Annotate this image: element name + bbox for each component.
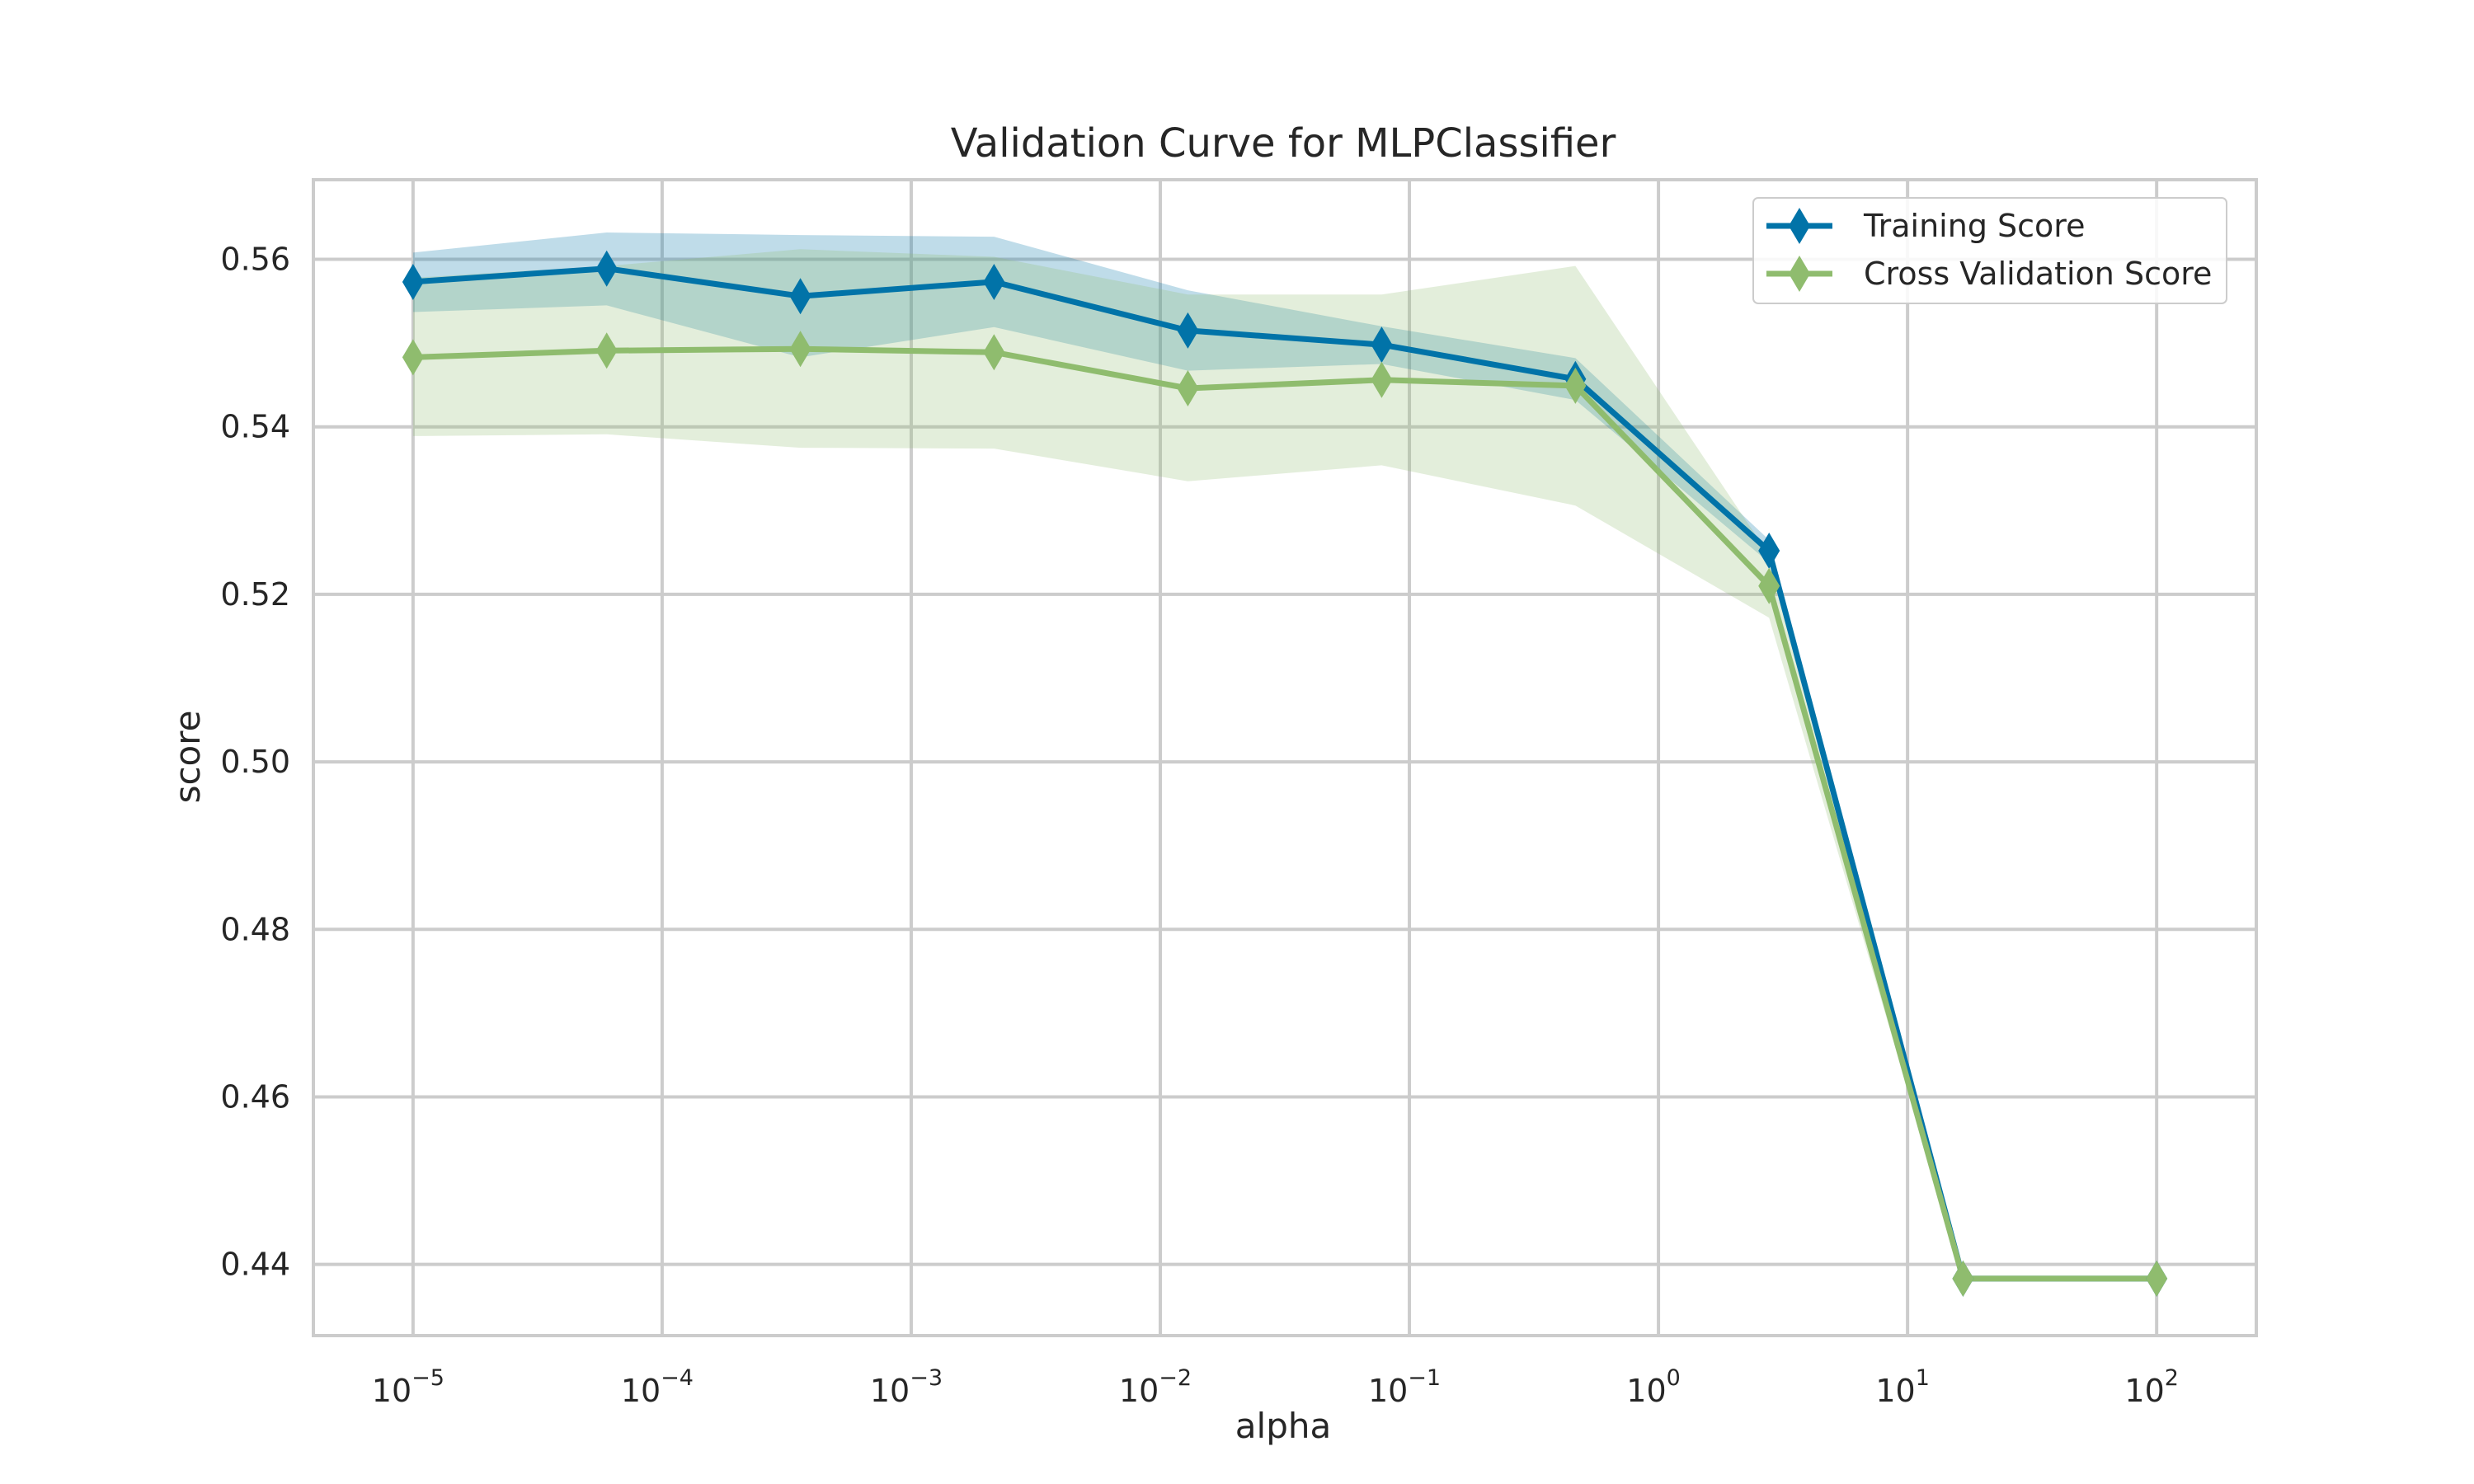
plot-frame — [312, 178, 2258, 1337]
data-point — [1758, 533, 1780, 570]
data-point — [1177, 369, 1199, 406]
data-point — [2146, 1260, 2168, 1297]
x-tick-label: 10−5 — [372, 1365, 444, 1409]
data-point — [1758, 567, 1780, 604]
data-point — [1564, 367, 1587, 404]
data-point — [1371, 361, 1393, 398]
y-tick-labels: 0.44 0.46 0.48 0.50 0.52 0.54 0.56 — [220, 242, 290, 1283]
data-point — [402, 339, 424, 376]
data-point — [1177, 312, 1199, 349]
y-tick-label: 0.44 — [220, 1247, 290, 1283]
legend: Training Score Cross Validation Score — [1752, 197, 2227, 304]
x-tick-label: 101 — [1875, 1365, 1930, 1409]
legend-box — [1752, 197, 2227, 304]
legend-label: Training Score — [1863, 208, 2085, 244]
series-markers — [402, 250, 2168, 1297]
data-point — [1952, 1260, 1974, 1297]
data-point — [983, 334, 1005, 371]
y-axis-label: score — [167, 711, 208, 804]
x-tick-label: 10−1 — [1368, 1365, 1441, 1409]
y-tick-label: 0.48 — [220, 911, 290, 947]
x-tick-label: 102 — [2124, 1365, 2179, 1409]
data-point — [595, 250, 618, 287]
legend-label: Cross Validation Score — [1864, 256, 2212, 292]
legend-swatch-marker — [1789, 208, 1810, 244]
x-tick-label: 10−2 — [1119, 1365, 1192, 1409]
data-point — [983, 263, 1005, 300]
x-axis-label: alpha — [1235, 1406, 1331, 1446]
data-point — [595, 332, 618, 369]
data-point — [789, 278, 811, 315]
x-tick-label: 10−3 — [870, 1365, 943, 1409]
x-tick-label: 10−4 — [621, 1365, 694, 1409]
legend-swatch-marker — [1789, 256, 1810, 292]
y-tick-label: 0.52 — [220, 576, 290, 613]
x-tick-labels: 10−5 10−4 10−3 10−2 10−1 100 101 102 — [372, 1365, 2179, 1409]
x-tick-label: 100 — [1626, 1365, 1681, 1409]
data-point — [1371, 326, 1393, 364]
data-point — [402, 263, 424, 300]
chart-title: Validation Curve for MLPClassifier — [951, 120, 1616, 167]
y-tick-label: 0.50 — [220, 744, 290, 780]
series-line — [412, 345, 2157, 1282]
y-tick-label: 0.46 — [220, 1078, 290, 1115]
data-point — [789, 331, 811, 368]
series-lines — [412, 265, 2157, 1282]
y-tick-label: 0.56 — [220, 242, 290, 278]
y-tick-label: 0.54 — [220, 409, 290, 445]
series-line — [412, 265, 2157, 1282]
